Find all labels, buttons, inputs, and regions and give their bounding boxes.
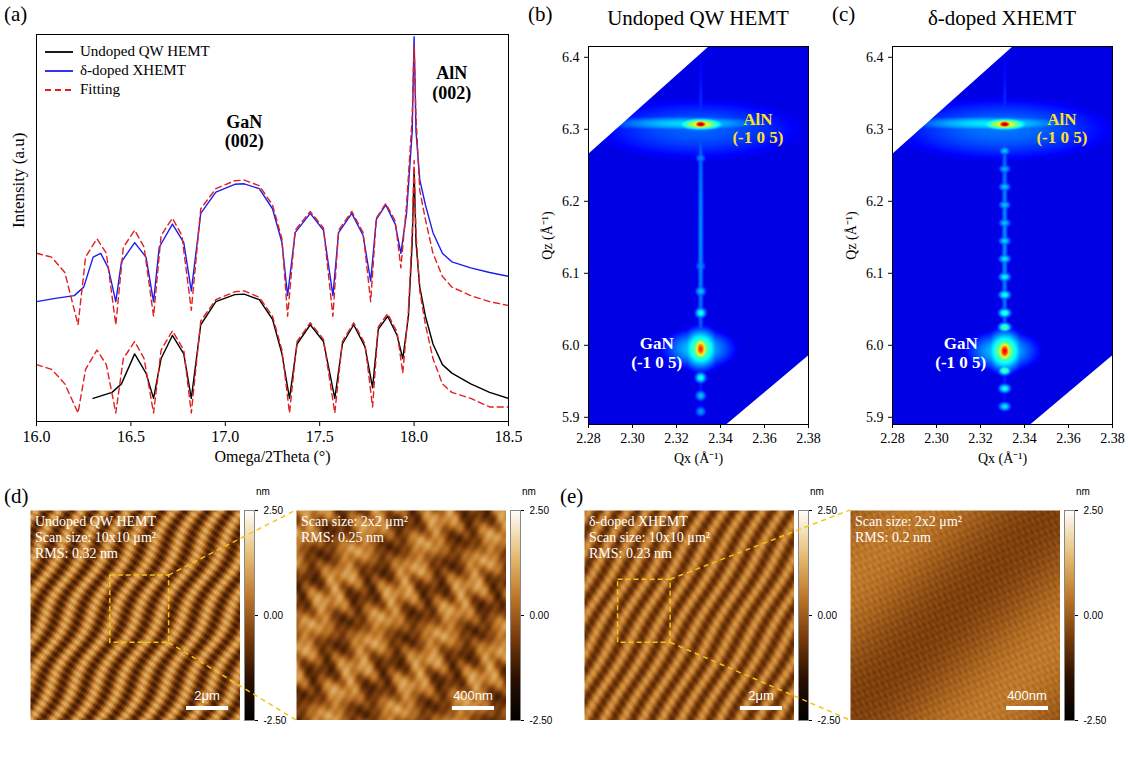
html-text:(c): (c): [832, 2, 856, 26]
svg-text:Qx (Å⁻¹): Qx (Å⁻¹): [674, 451, 724, 467]
svg-text:2.34: 2.34: [1012, 431, 1037, 446]
html-text:nm: nm: [256, 486, 270, 497]
svg-text:2.50: 2.50: [264, 505, 284, 516]
svg-text:2.28: 2.28: [880, 431, 905, 446]
html-text:(d): (d): [4, 484, 29, 508]
svg-text:18.0: 18.0: [400, 428, 428, 445]
html-text:Fitting: Fitting: [80, 81, 120, 97]
svg-text:6.2: 6.2: [866, 194, 884, 209]
svg-text:Qx (Å⁻¹): Qx (Å⁻¹): [978, 451, 1028, 467]
html-text:RMS: 0.2 nm: RMS: 0.2 nm: [855, 530, 931, 545]
svg-text:Omega/2Theta (°): Omega/2Theta (°): [214, 448, 330, 466]
html-text:Scan size: 2x2 μm²: Scan size: 2x2 μm²: [855, 514, 962, 529]
svg-text:2.28: 2.28: [576, 431, 601, 446]
svg-text:2.32: 2.32: [664, 431, 689, 446]
svg-text:18.5: 18.5: [495, 428, 523, 445]
html-text:(e): (e): [560, 484, 584, 508]
svg-text:6.2: 6.2: [562, 194, 580, 209]
svg-text:5.9: 5.9: [866, 410, 884, 425]
svg-text:-2.50: -2.50: [818, 715, 841, 726]
html-text:RMS: 0.23 nm: RMS: 0.23 nm: [589, 546, 672, 561]
svg-text:Qz (Å⁻¹): Qz (Å⁻¹): [540, 211, 556, 260]
svg-text:-2.50: -2.50: [530, 715, 553, 726]
svg-text:0.00: 0.00: [1084, 610, 1104, 621]
html-text:(b): (b): [528, 2, 553, 26]
svg-text:GaN(002): GaN(002): [225, 112, 264, 153]
html-text:nm: nm: [1076, 486, 1090, 497]
svg-text:2.30: 2.30: [620, 431, 645, 446]
html-text:Undoped QW HEMT: Undoped QW HEMT: [80, 43, 210, 59]
html-text:δ-doped XHEMT: δ-doped XHEMT: [589, 514, 688, 529]
html-text:RMS: 0.32 nm: RMS: 0.32 nm: [35, 546, 118, 561]
html-text:Scan size: 2x2 μm²: Scan size: 2x2 μm²: [301, 514, 408, 529]
html-text:δ-doped XHEMT: δ-doped XHEMT: [927, 6, 1077, 30]
svg-text:6.0: 6.0: [866, 338, 884, 353]
svg-text:Intensity (a.u): Intensity (a.u): [9, 133, 28, 228]
svg-text:2.50: 2.50: [1084, 505, 1104, 516]
svg-text:16.5: 16.5: [117, 428, 145, 445]
svg-text:5.9: 5.9: [562, 410, 580, 425]
svg-text:2.34: 2.34: [708, 431, 733, 446]
svg-text:2.30: 2.30: [924, 431, 949, 446]
svg-text:6.1: 6.1: [866, 266, 884, 281]
html-text:(a): (a): [4, 2, 28, 26]
html-text:RMS: 0.25 nm: RMS: 0.25 nm: [301, 530, 384, 545]
svg-text:2.50: 2.50: [818, 505, 838, 516]
svg-text:2.36: 2.36: [1056, 431, 1081, 446]
svg-text:2.36: 2.36: [752, 431, 777, 446]
svg-text:0.00: 0.00: [818, 610, 838, 621]
svg-text:-2.50: -2.50: [264, 715, 287, 726]
html-text:Undoped QW HEMT: Undoped QW HEMT: [607, 6, 789, 30]
svg-text:6.4: 6.4: [562, 50, 580, 65]
svg-text:Qz (Å⁻¹): Qz (Å⁻¹): [844, 211, 860, 260]
svg-text:2.38: 2.38: [796, 431, 821, 446]
svg-text:GaN(-1 0 5): GaN(-1 0 5): [631, 334, 682, 372]
html-text:nm: nm: [522, 486, 536, 497]
svg-text:GaN(-1 0 5): GaN(-1 0 5): [935, 334, 986, 372]
html-text:nm: nm: [810, 486, 824, 497]
svg-text:17.5: 17.5: [306, 428, 334, 445]
html-text:2μm: 2μm: [194, 688, 220, 703]
svg-text:6.0: 6.0: [562, 338, 580, 353]
svg-text:6.3: 6.3: [866, 122, 884, 137]
html-text:Scan size: 10x10 μm²: Scan size: 10x10 μm²: [35, 530, 156, 545]
svg-text:AlN(-1 0 5): AlN(-1 0 5): [732, 109, 783, 147]
svg-text:6.3: 6.3: [562, 122, 580, 137]
svg-text:6.1: 6.1: [562, 266, 580, 281]
svg-text:16.0: 16.0: [23, 428, 51, 445]
svg-text:6.4: 6.4: [866, 50, 884, 65]
svg-text:17.0: 17.0: [211, 428, 239, 445]
svg-text:0.00: 0.00: [530, 610, 550, 621]
svg-text:2.50: 2.50: [530, 505, 550, 516]
svg-text:-2.50: -2.50: [1084, 715, 1107, 726]
svg-text:0.00: 0.00: [264, 610, 284, 621]
svg-text:AlN(-1 0 5): AlN(-1 0 5): [1036, 109, 1087, 147]
html-text:400nm: 400nm: [1007, 688, 1047, 703]
svg-text:2.38: 2.38: [1100, 431, 1125, 446]
svg-text:2.32: 2.32: [968, 431, 993, 446]
svg-text:AlN(002): AlN(002): [432, 63, 471, 104]
html-text:Undoped QW HEMT: Undoped QW HEMT: [35, 514, 157, 529]
html-text:δ-doped XHEMT: δ-doped XHEMT: [80, 62, 186, 78]
html-text:400nm: 400nm: [453, 688, 493, 703]
html-text:Scan size: 10x10 μm²: Scan size: 10x10 μm²: [589, 530, 710, 545]
html-text:2μm: 2μm: [748, 688, 774, 703]
